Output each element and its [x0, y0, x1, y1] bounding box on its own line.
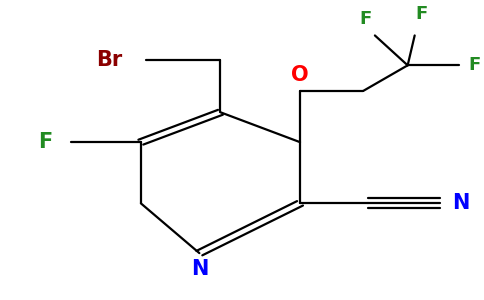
Text: N: N: [191, 259, 208, 279]
Text: F: F: [360, 10, 372, 28]
Text: F: F: [469, 56, 481, 74]
Text: O: O: [291, 65, 309, 85]
Text: N: N: [452, 193, 469, 213]
Text: F: F: [38, 132, 52, 152]
Text: F: F: [416, 5, 428, 23]
Text: Br: Br: [96, 50, 122, 70]
